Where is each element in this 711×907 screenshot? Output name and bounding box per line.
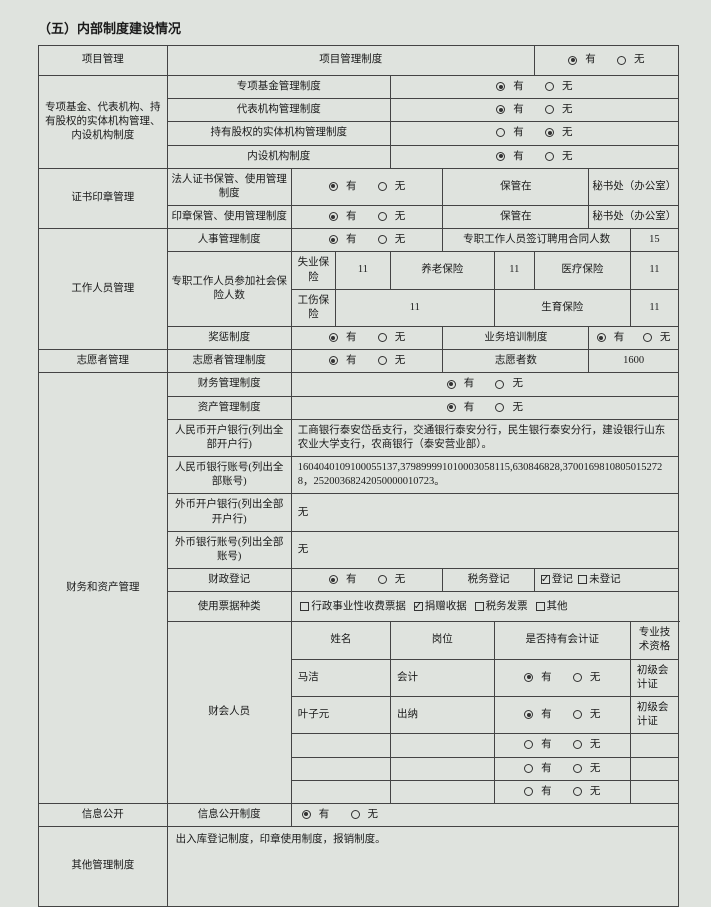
- item: 印章保管、使用管理制度: [167, 206, 291, 229]
- value: 15: [630, 229, 678, 252]
- item: 财务管理制度: [167, 373, 291, 396]
- section-title: （五）内部制度建设情况: [38, 18, 679, 37]
- cell: [291, 757, 390, 780]
- radio[interactable]: 有 无: [291, 803, 678, 826]
- item: 专项基金管理制度: [167, 76, 390, 99]
- value: 无: [291, 531, 678, 568]
- item: 奖惩制度: [167, 327, 291, 350]
- value: 11: [630, 289, 678, 326]
- label: 失业保险: [291, 252, 335, 289]
- label: 志愿者管理: [39, 350, 168, 373]
- item: 信息公开制度: [167, 803, 291, 826]
- cell: [291, 780, 390, 803]
- value: 秘书处（办公室）: [589, 206, 679, 229]
- label: 保管在: [443, 168, 589, 205]
- radio[interactable]: 有 无: [589, 327, 679, 350]
- radio[interactable]: 有 无: [390, 76, 678, 99]
- value: 11: [494, 252, 534, 289]
- th: 是否持有会计证: [494, 622, 630, 659]
- value: 无: [291, 494, 678, 531]
- radio[interactable]: 有 无: [291, 569, 443, 592]
- item: 人民币银行账号(列出全部账号): [167, 457, 291, 494]
- radio[interactable]: 有 无: [291, 229, 443, 252]
- radio[interactable]: 有 无: [494, 757, 630, 780]
- value: 出入库登记制度，印章使用制度，报销制度。: [167, 827, 678, 907]
- radio[interactable]: 有 无: [291, 168, 443, 205]
- radio[interactable]: 有 无: [494, 734, 630, 757]
- item: 法人证书保管、使用管理制度: [167, 168, 291, 205]
- radio[interactable]: 有 无: [291, 350, 443, 373]
- radio[interactable]: 有 无: [390, 122, 678, 145]
- item: 项目管理制度: [167, 46, 534, 76]
- label: 工伤保险: [291, 289, 335, 326]
- value: 工商银行泰安岱岳支行，交通银行泰安分行，民生银行泰安分行，建设银行山东农业大学支…: [291, 419, 678, 456]
- label: 保管在: [443, 206, 589, 229]
- value: 11: [335, 252, 390, 289]
- cell: 初级会计证: [630, 696, 678, 733]
- radio[interactable]: 有 无: [291, 396, 678, 419]
- label: 信息公开: [39, 803, 168, 826]
- item: 内设机构制度: [167, 145, 390, 168]
- cell: [291, 734, 390, 757]
- label: 税务登记: [443, 569, 535, 592]
- label: 工作人员管理: [39, 229, 168, 350]
- radio[interactable]: 有 无: [390, 145, 678, 168]
- item: 持有股权的实体机构管理制度: [167, 122, 390, 145]
- cell: 叶子元: [291, 696, 390, 733]
- th: 专业技术资格: [630, 622, 678, 659]
- label: 业务培训制度: [443, 327, 589, 350]
- label: 财务和资产管理: [39, 373, 168, 803]
- cell: 出纳: [390, 696, 494, 733]
- label: 项目管理: [39, 46, 168, 76]
- radio[interactable]: 有 无: [494, 659, 630, 696]
- radio[interactable]: 有 无: [494, 780, 630, 803]
- label: 证书印章管理: [39, 168, 168, 229]
- item: 代表机构管理制度: [167, 99, 390, 122]
- label: 其他管理制度: [39, 827, 168, 907]
- value: 11: [335, 289, 494, 326]
- item: 志愿者管理制度: [167, 350, 291, 373]
- radio[interactable]: 有 无: [291, 206, 443, 229]
- label: 专职工作人员签订聘用合同人数: [443, 229, 630, 252]
- checkbox-group[interactable]: 登记 未登记: [534, 569, 678, 592]
- cell: 初级会计证: [630, 659, 678, 696]
- checkbox-group[interactable]: 行政事业性收费票据 捐赠收据 税务发票 其他: [291, 592, 678, 622]
- cell: 马洁: [291, 659, 390, 696]
- label: 志愿者数: [443, 350, 589, 373]
- th: 岗位: [390, 622, 494, 659]
- value: 1600: [589, 350, 679, 373]
- item: 外币银行账号(列出全部账号): [167, 531, 291, 568]
- item: 人民币开户银行(列出全部开户行): [167, 419, 291, 456]
- radio[interactable]: 有 无: [390, 99, 678, 122]
- policy-table: 项目管理 项目管理制度 有 无 专项基金、代表机构、持有股权的实体机构管理、内设…: [38, 45, 679, 907]
- radio[interactable]: 有 无: [291, 327, 443, 350]
- item: 外币开户银行(列出全部开户行): [167, 494, 291, 531]
- radio[interactable]: 有 无: [494, 696, 630, 733]
- label: 养老保险: [390, 252, 494, 289]
- item: 人事管理制度: [167, 229, 291, 252]
- item: 财会人员: [167, 622, 291, 804]
- value: 1604040109100055137,37989999101000305811…: [291, 457, 678, 494]
- item: 专职工作人员参加社会保险人数: [167, 252, 291, 327]
- cell: 会计: [390, 659, 494, 696]
- th: 姓名: [291, 622, 390, 659]
- value: 11: [630, 252, 678, 289]
- value: 秘书处（办公室）: [589, 168, 679, 205]
- label: 医疗保险: [534, 252, 630, 289]
- item: 财政登记: [167, 569, 291, 592]
- radio[interactable]: 有 无: [291, 373, 678, 396]
- radio[interactable]: 有 无: [534, 46, 678, 76]
- item: 使用票据种类: [167, 592, 291, 622]
- item: 资产管理制度: [167, 396, 291, 419]
- label: 专项基金、代表机构、持有股权的实体机构管理、内设机构制度: [39, 76, 168, 169]
- label: 生育保险: [494, 289, 630, 326]
